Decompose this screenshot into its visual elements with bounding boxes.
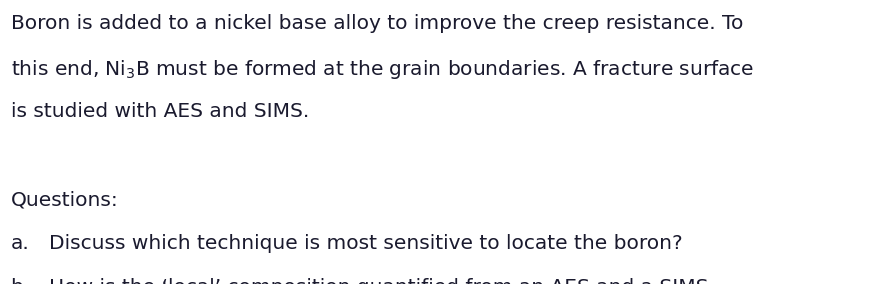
Text: b.: b.	[11, 278, 30, 284]
Text: Questions:: Questions:	[11, 190, 118, 209]
Text: Discuss which technique is most sensitive to locate the boron?: Discuss which technique is most sensitiv…	[49, 234, 683, 253]
Text: a.: a.	[11, 234, 29, 253]
Text: this end, Ni$_3$B must be formed at the grain boundaries. A fracture surface: this end, Ni$_3$B must be formed at the …	[11, 58, 754, 81]
Text: Boron is added to a nickel base alloy to improve the creep resistance. To: Boron is added to a nickel base alloy to…	[11, 14, 743, 33]
Text: is studied with AES and SIMS.: is studied with AES and SIMS.	[11, 102, 309, 121]
Text: How is the ‘local’ composition quantified from an AES and a SIMS: How is the ‘local’ composition quantifie…	[49, 278, 708, 284]
